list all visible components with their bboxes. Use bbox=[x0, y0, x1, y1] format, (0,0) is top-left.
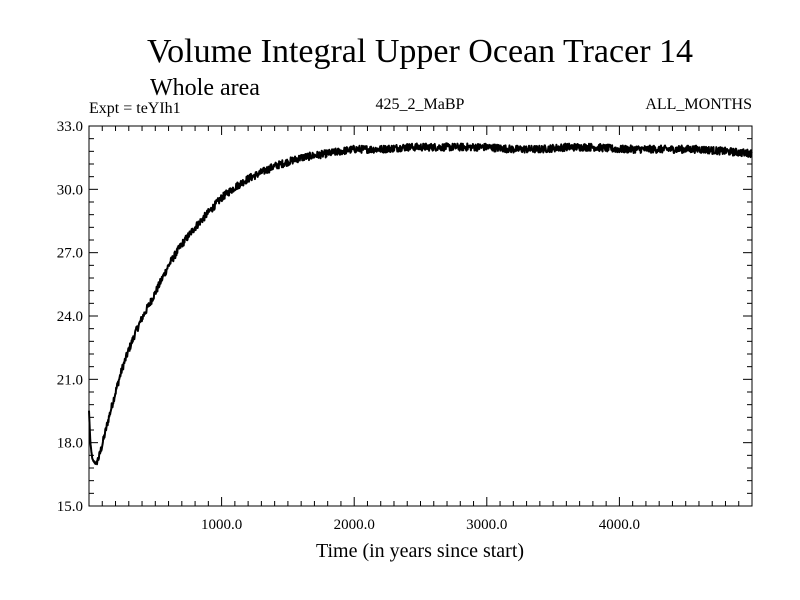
expt-label: Expt = teYIh1 bbox=[89, 100, 181, 117]
y-tick-label: 33.0 bbox=[57, 119, 83, 135]
y-tick-label: 18.0 bbox=[57, 436, 83, 452]
chart-subtitle: Whole area bbox=[150, 75, 260, 101]
tick-marks bbox=[89, 126, 752, 506]
x-tick-label: 4000.0 bbox=[599, 517, 640, 533]
y-tick-label: 30.0 bbox=[57, 182, 83, 198]
y-tick-label: 15.0 bbox=[57, 499, 83, 515]
y-tick-label: 21.0 bbox=[57, 372, 83, 388]
x-tick-label: 2000.0 bbox=[334, 517, 375, 533]
x-tick-label: 1000.0 bbox=[201, 517, 242, 533]
data-series-line bbox=[88, 142, 753, 466]
y-tick-label: 27.0 bbox=[57, 246, 83, 262]
x-tick-label: 3000.0 bbox=[466, 517, 507, 533]
y-tick-labels: 15.0 18.0 21.0 24.0 27.0 30.0 33.0 bbox=[57, 119, 83, 515]
x-tick-labels: 1000.0 2000.0 3000.0 4000.0 bbox=[201, 517, 640, 533]
y-tick-label: 24.0 bbox=[57, 309, 83, 325]
months-label: ALL_MONTHS bbox=[645, 96, 752, 113]
chart-title: Volume Integral Upper Ocean Tracer 14 bbox=[147, 33, 693, 70]
x-axis-label: Time (in years since start) bbox=[316, 540, 524, 562]
plot-frame bbox=[88, 125, 753, 507]
run-label: 425_2_MaBP bbox=[376, 96, 465, 113]
